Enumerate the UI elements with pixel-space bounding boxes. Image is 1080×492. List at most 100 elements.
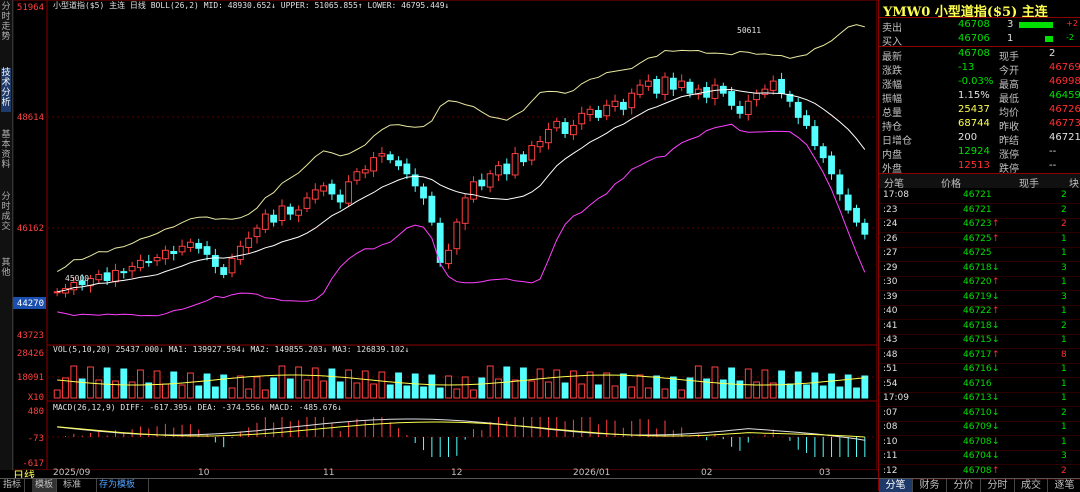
kline-chart-area[interactable]: 小型道指($5) 主连 日线 BOLL(26,2) MID: 48930.652…	[12, 0, 878, 471]
contract-title: YMW0 小型道指($5) 主连	[883, 5, 1048, 20]
field-label-2: 最低	[999, 94, 1019, 105]
tick-price: 46725	[963, 233, 992, 244]
volume-bar	[470, 389, 477, 399]
field-label: 外盘	[882, 164, 902, 175]
tick-row: :26 46725 ↑ 1	[879, 232, 1080, 248]
candle-body	[112, 269, 119, 283]
candle-body	[278, 205, 286, 221]
volume-bar	[95, 379, 103, 399]
volume-bar	[311, 367, 319, 399]
tab-fundamentals[interactable]: 基本资料	[1, 130, 11, 170]
candle-body	[428, 195, 436, 223]
tick-price: 46716	[963, 378, 992, 389]
volume-bar	[395, 372, 402, 399]
volume-bar	[744, 368, 752, 399]
candle-body	[211, 255, 219, 267]
tick-time: :12	[883, 465, 898, 476]
volume-bar	[853, 387, 860, 399]
field-label-2: 涨停	[999, 150, 1019, 161]
candle-body	[137, 259, 144, 269]
volume-bar	[270, 377, 278, 399]
candle-body	[619, 101, 627, 110]
tab-intraday[interactable]: 分时走势	[1, 2, 11, 42]
tick-dir: ↓	[992, 320, 1000, 331]
volume-bar	[736, 380, 744, 399]
candle-body	[295, 209, 303, 216]
tab-finance[interactable]: 财务	[913, 479, 947, 492]
tick-time: 17:08	[883, 190, 909, 200]
save-template-tab[interactable]: 存为模板	[96, 479, 149, 492]
candle-body	[594, 110, 602, 118]
quote-panel: YMW0 小型道指($5) 主连 卖出 46708 3 +2 买入 46706 …	[878, 0, 1080, 492]
volume-bar	[145, 382, 153, 399]
volume-bar	[661, 388, 669, 399]
tick-row: :30 46720 ↑ 1	[879, 275, 1080, 291]
volume-bar	[428, 374, 436, 399]
standard-tab[interactable]: 标准	[60, 479, 97, 492]
field-value-2: 46721	[1049, 132, 1080, 143]
candle-body	[486, 173, 494, 188]
volume-bar	[286, 378, 294, 399]
tick-dir: ↓	[992, 335, 1000, 345]
tick-time: :41	[883, 320, 898, 331]
field-value: 1.15%	[958, 90, 990, 101]
tab-each-deal[interactable]: 逐笔	[1048, 479, 1080, 492]
candle-body	[336, 194, 344, 203]
candle-body	[528, 145, 536, 161]
volume-bar	[186, 372, 194, 399]
right-bottom-tabs: 分笔 财务 分价 分时 成交 逐笔	[879, 478, 1080, 492]
candle-body	[553, 120, 561, 129]
volume-bar	[636, 374, 644, 399]
tick-price: 46718	[963, 320, 992, 331]
tab-trades[interactable]: 分时成交	[1, 192, 11, 232]
candle-body	[353, 171, 361, 181]
field-label: 涨幅	[882, 80, 902, 91]
tab-deals[interactable]: 成交	[1015, 479, 1048, 492]
candle-body	[445, 249, 452, 265]
candle-body	[320, 185, 328, 192]
field-value-2: 46726	[1049, 104, 1080, 115]
indicator-tab[interactable]: 指标	[0, 479, 26, 492]
sell-chg: +2	[1066, 19, 1078, 28]
tick-vol: 2	[1061, 465, 1067, 476]
tab-ticks[interactable]: 分笔	[879, 479, 913, 492]
tick-header-more: 块	[1069, 179, 1079, 190]
volume-bar	[828, 373, 835, 399]
candle-body	[128, 265, 136, 272]
volume-bar	[453, 388, 461, 399]
boll-mid-line	[57, 88, 866, 293]
buy-row: 买入 46706 1 -2	[879, 32, 1080, 48]
candle-body	[811, 126, 819, 147]
vol-label-mid: 18091	[17, 373, 44, 383]
tab-technical[interactable]: 技术分析	[1, 68, 11, 112]
tick-row: :54 46716 1	[879, 377, 1080, 393]
tab-other[interactable]: 其他	[1, 258, 11, 278]
tick-price: 46708	[963, 465, 992, 476]
field-label: 涨跌	[882, 66, 902, 77]
candle-body	[653, 78, 661, 94]
candle-body	[386, 154, 394, 161]
tab-intraday-r[interactable]: 分时	[981, 479, 1015, 492]
field-value-2: --	[1049, 146, 1057, 157]
volume-bar	[561, 382, 569, 399]
tick-vol: 1	[1061, 233, 1067, 244]
field-label-2: 跌停	[999, 164, 1019, 175]
template-tab[interactable]: 模板	[32, 479, 58, 492]
candle-body	[261, 213, 269, 230]
tab-price-dist[interactable]: 分价	[947, 479, 981, 492]
current-price-box	[13, 297, 46, 309]
volume-bar	[611, 385, 619, 399]
tick-vol: 2	[1061, 204, 1067, 215]
candle-body	[736, 105, 744, 114]
candle-body	[636, 84, 644, 95]
y-label-bottom: 43723	[17, 331, 44, 341]
sell-bar	[1019, 22, 1053, 28]
field-value-2: 46773	[1049, 118, 1080, 129]
tick-header: 分笔 价格 现手 块	[879, 174, 1080, 190]
main-chart-header: 小型道指($5) 主连 日线 BOLL(26,2) MID: 48930.652…	[53, 0, 449, 10]
tick-dir: ↓	[992, 393, 1000, 403]
tick-row: :27 46725 1	[879, 246, 1080, 262]
volume-bar	[420, 386, 427, 399]
candle-body	[345, 181, 353, 204]
kline-chart[interactable]: 小型道指($5) 主连 日线 BOLL(26,2) MID: 48930.652…	[12, 0, 878, 471]
